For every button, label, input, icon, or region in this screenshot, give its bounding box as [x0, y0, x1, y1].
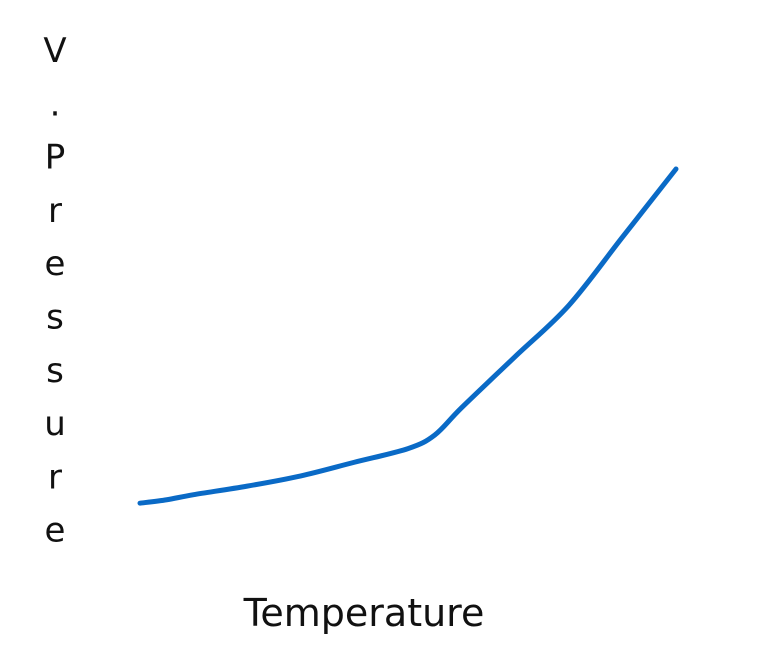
- y-axis-label-char: .: [50, 84, 61, 124]
- series-line: [137, 166, 679, 506]
- y-axis-label-char: s: [46, 351, 64, 391]
- y-axis-label-char: u: [44, 404, 66, 444]
- y-axis-label-char: V: [43, 31, 66, 71]
- y-axis-label-char: P: [45, 138, 66, 178]
- y-axis-label-char: e: [45, 511, 66, 551]
- y-axis-label-char: e: [45, 244, 66, 284]
- y-axis-label-char: r: [48, 457, 62, 497]
- x-axis-label: Temperature: [243, 591, 485, 635]
- y-axis-label-char: r: [48, 191, 62, 231]
- y-axis-label-char: s: [46, 298, 64, 338]
